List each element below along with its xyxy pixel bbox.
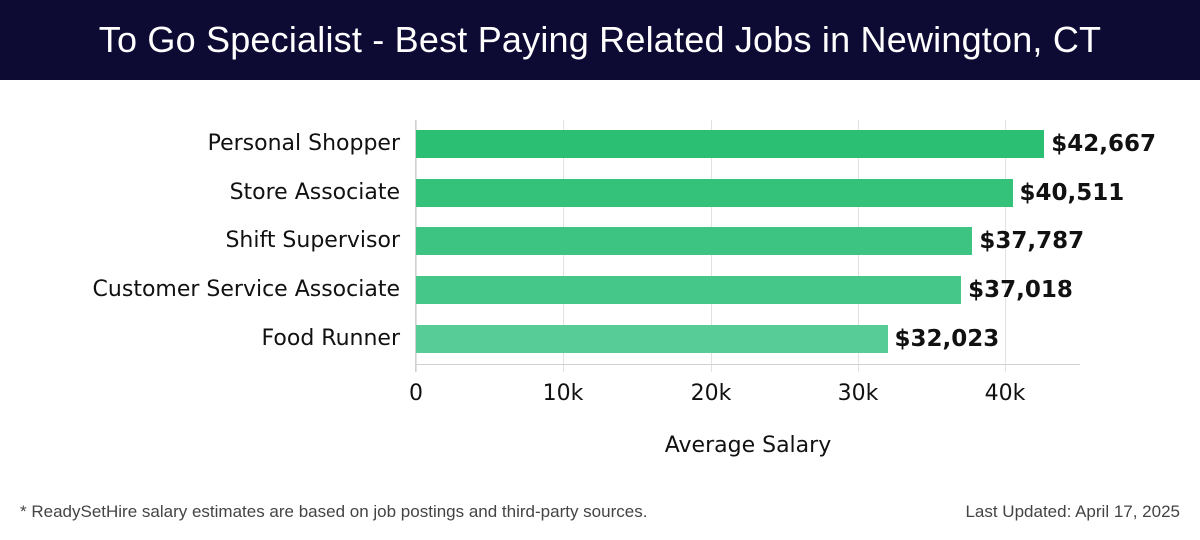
gridline-40k bbox=[1005, 120, 1006, 372]
category-label: Customer Service Associate bbox=[92, 277, 400, 302]
x-axis-label: Average Salary bbox=[664, 433, 832, 458]
bar bbox=[416, 276, 962, 304]
bar bbox=[416, 325, 888, 353]
category-label: Food Runner bbox=[261, 326, 400, 351]
last-updated: Last Updated: April 17, 2025 bbox=[965, 502, 1180, 521]
bar-value-label: $37,787 bbox=[979, 228, 1085, 254]
category-label: Store Associate bbox=[229, 180, 400, 205]
bar-value-label: $42,667 bbox=[1051, 131, 1157, 157]
bar bbox=[416, 227, 973, 255]
bar-value-label: $40,511 bbox=[1019, 180, 1125, 206]
chart-title: To Go Specialist - Best Paying Related J… bbox=[98, 19, 1102, 60]
x-tick-label: 40k bbox=[984, 381, 1026, 406]
y-axis bbox=[415, 120, 416, 372]
x-tick-label: 10k bbox=[542, 381, 584, 406]
x-tick-label: 30k bbox=[837, 381, 879, 406]
category-label: Shift Supervisor bbox=[225, 228, 400, 253]
bar bbox=[416, 179, 1013, 207]
x-axis bbox=[416, 364, 1080, 365]
x-tick-label: 0 bbox=[409, 381, 423, 406]
x-tick-label: 20k bbox=[690, 381, 732, 406]
bar-value-label: $37,018 bbox=[968, 277, 1073, 303]
bar-value-label: $32,023 bbox=[894, 326, 1000, 352]
bar bbox=[416, 130, 1045, 158]
category-label: Personal Shopper bbox=[207, 131, 400, 156]
chart-header: To Go Specialist - Best Paying Related J… bbox=[0, 0, 1200, 80]
footer-disclaimer: * ReadySetHire salary estimates are base… bbox=[20, 502, 648, 521]
